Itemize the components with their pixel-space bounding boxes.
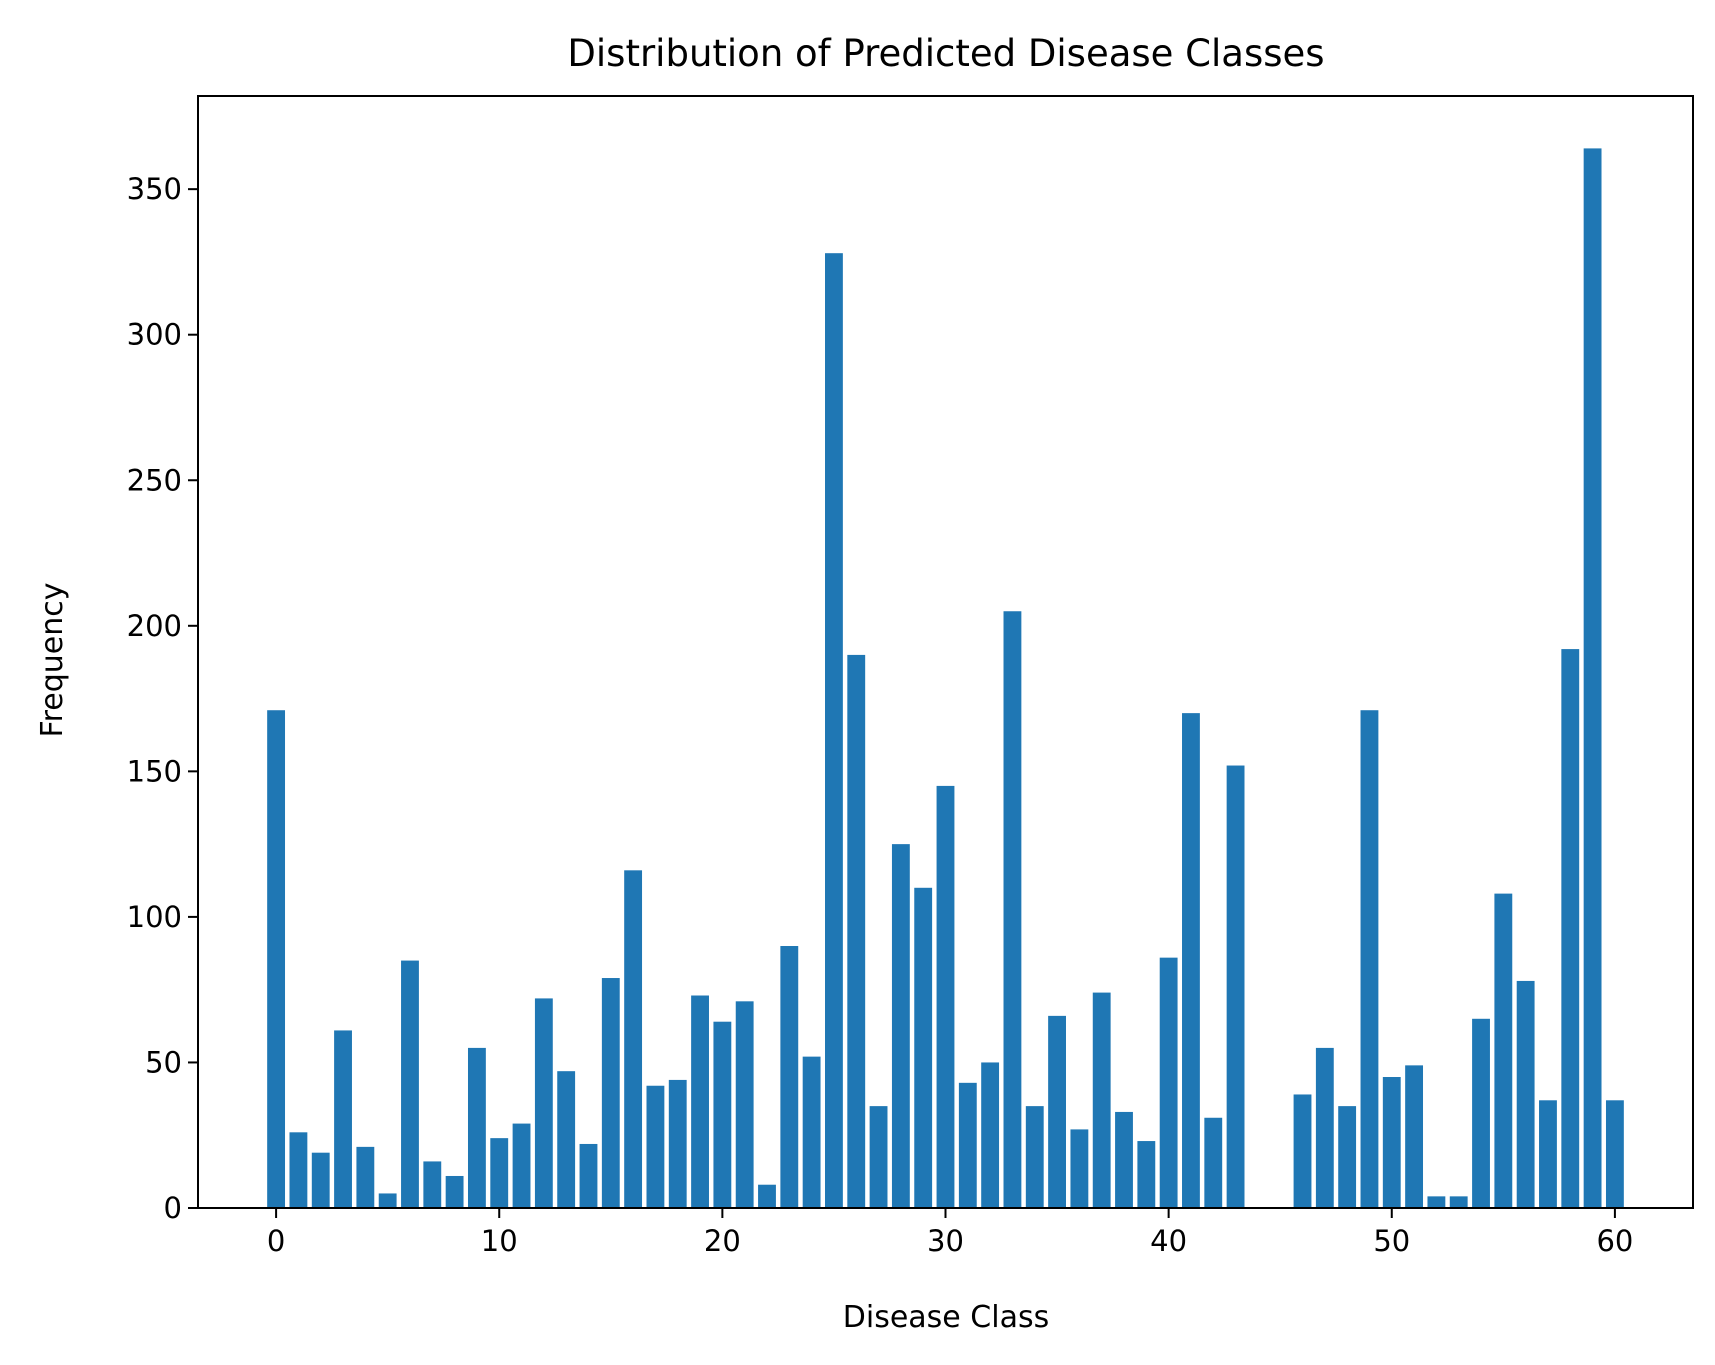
bar-class-28 [891, 844, 910, 1208]
bar-class-16 [624, 870, 643, 1208]
x-axis-ticks: 0 10 20 30 40 50 60 [267, 1208, 1633, 1258]
bar-class-59 [1583, 148, 1602, 1208]
bar-class-6 [401, 960, 419, 1208]
y-tick-label-250: 250 [127, 463, 182, 497]
bar-class-11 [512, 1123, 531, 1208]
x-tick-label-60: 60 [1596, 1224, 1633, 1258]
bar-class-37 [1092, 992, 1111, 1208]
bar-class-26 [847, 654, 866, 1208]
bar-class-3 [334, 1030, 352, 1208]
bar-class-35 [1048, 1015, 1066, 1208]
bar-class-5 [378, 1193, 397, 1208]
y-tick-label-150: 150 [127, 754, 182, 788]
bar-class-49 [1360, 710, 1379, 1208]
x-axis-label: Disease Class [843, 1300, 1049, 1335]
bar-class-42 [1204, 1117, 1223, 1208]
bar-class-54 [1472, 1018, 1490, 1208]
x-tick-label-20: 20 [704, 1224, 741, 1258]
bar-class-19 [691, 995, 709, 1208]
bar-class-20 [713, 1021, 732, 1208]
bar-class-41 [1182, 713, 1200, 1208]
bar-class-2 [311, 1152, 330, 1208]
bar-class-48 [1338, 1106, 1357, 1208]
bars-group [267, 148, 1624, 1208]
bar-class-40 [1159, 957, 1178, 1208]
bar-class-29 [914, 887, 933, 1208]
bar-class-25 [825, 253, 843, 1208]
bar-class-8 [445, 1175, 464, 1208]
bar-class-7 [423, 1161, 442, 1208]
bar-class-27 [869, 1106, 888, 1208]
bar-class-30 [936, 785, 955, 1208]
x-tick-label-30: 30 [927, 1224, 964, 1258]
chart-title: Distribution of Predicted Disease Classe… [567, 32, 1324, 75]
y-tick-label-200: 200 [127, 609, 182, 643]
y-axis-ticks: 0 50 100 150 200 250 300 350 [127, 172, 198, 1225]
bar-class-15 [601, 978, 620, 1208]
bar-class-36 [1070, 1129, 1089, 1208]
x-tick-label-40: 40 [1150, 1224, 1187, 1258]
bar-class-1 [289, 1132, 308, 1208]
bar-class-53 [1449, 1196, 1468, 1208]
bar-class-57 [1539, 1100, 1557, 1208]
bar-class-43 [1226, 765, 1245, 1208]
x-tick-label-50: 50 [1373, 1224, 1410, 1258]
bar-class-9 [467, 1047, 486, 1208]
y-tick-label-300: 300 [127, 318, 182, 352]
y-tick-label-100: 100 [127, 900, 182, 934]
bar-class-18 [668, 1079, 687, 1208]
y-tick-label-350: 350 [127, 172, 182, 206]
bar-class-47 [1315, 1047, 1334, 1208]
bar-class-10 [490, 1138, 509, 1208]
y-tick-label-0: 0 [164, 1191, 182, 1225]
y-axis-label: Frequency [35, 583, 70, 738]
bar-class-56 [1516, 980, 1535, 1208]
bar-class-24 [802, 1056, 821, 1208]
bar-class-38 [1115, 1111, 1133, 1208]
bar-class-17 [646, 1085, 665, 1208]
bar-class-58 [1561, 649, 1580, 1208]
bar-class-50 [1382, 1077, 1401, 1208]
bar-class-21 [735, 1001, 754, 1208]
bar-class-32 [981, 1062, 1000, 1208]
bar-class-33 [1003, 611, 1022, 1208]
bar-class-60 [1605, 1100, 1624, 1208]
bar-class-22 [758, 1184, 776, 1208]
bar-class-14 [579, 1143, 598, 1208]
bar-class-39 [1137, 1141, 1156, 1208]
bar-class-4 [356, 1146, 375, 1208]
bar-class-46 [1293, 1094, 1312, 1208]
bar-class-31 [958, 1082, 977, 1208]
bar-class-13 [557, 1071, 576, 1208]
bar-class-34 [1025, 1106, 1044, 1208]
y-tick-label-50: 50 [145, 1045, 182, 1079]
bar-class-23 [780, 946, 799, 1208]
bar-class-0 [267, 710, 286, 1208]
bar-class-52 [1427, 1196, 1446, 1208]
x-tick-label-10: 10 [481, 1224, 518, 1258]
bar-class-51 [1405, 1065, 1424, 1208]
bar-class-55 [1494, 893, 1513, 1208]
x-tick-label-0: 0 [267, 1224, 285, 1258]
plot-frame [197, 95, 1694, 1209]
bar-class-12 [534, 998, 553, 1208]
